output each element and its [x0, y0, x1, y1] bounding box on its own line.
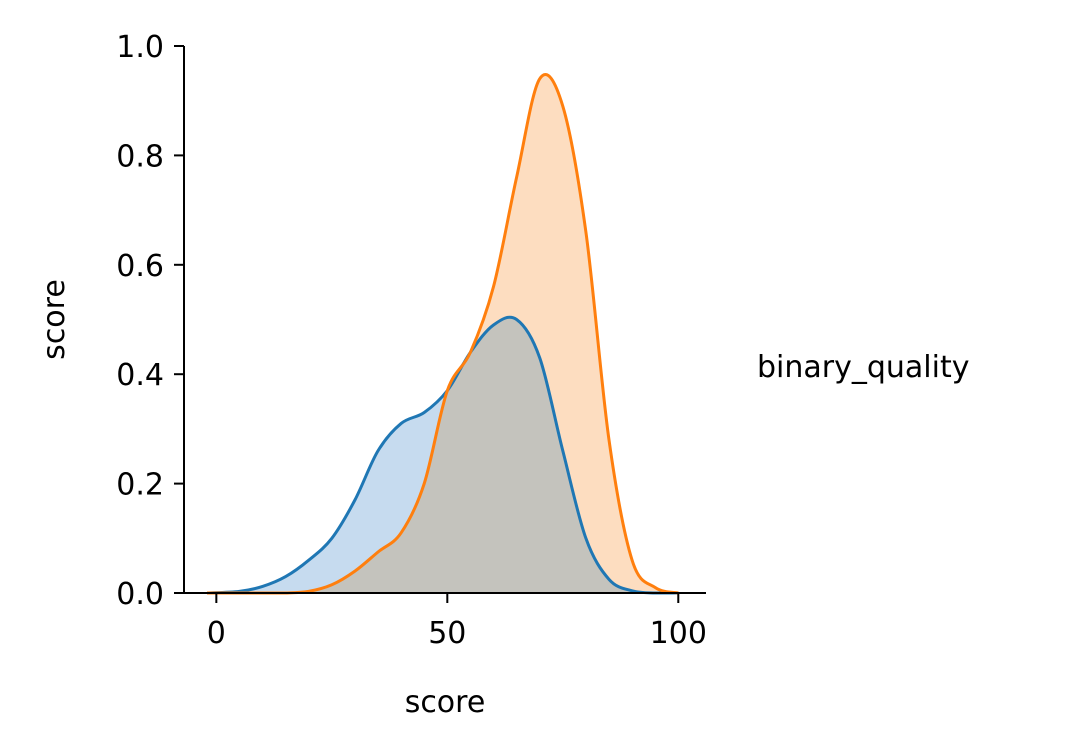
y-tick-label: 1.0 — [116, 30, 164, 65]
axes: 0.0 0.2 0.4 0.6 0.8 1.0 0 50 100 — [116, 30, 707, 651]
y-tick-label: 0.6 — [116, 249, 164, 284]
x-tick-label: 100 — [650, 616, 707, 651]
y-tick-label: 0.2 — [116, 468, 164, 503]
x-axis-label: score — [405, 685, 486, 720]
legend-title: binary_quality — [757, 350, 970, 385]
x-tick-label: 50 — [428, 616, 466, 651]
plot-area — [207, 73, 679, 595]
y-axis-label: score — [37, 279, 72, 360]
y-tick-label: 0.8 — [116, 139, 164, 174]
y-tick-label: 0.4 — [116, 358, 164, 393]
y-tick-label: 0.0 — [116, 577, 164, 612]
series-overlap-area — [207, 317, 679, 593]
x-tick-label: 0 — [207, 616, 226, 651]
